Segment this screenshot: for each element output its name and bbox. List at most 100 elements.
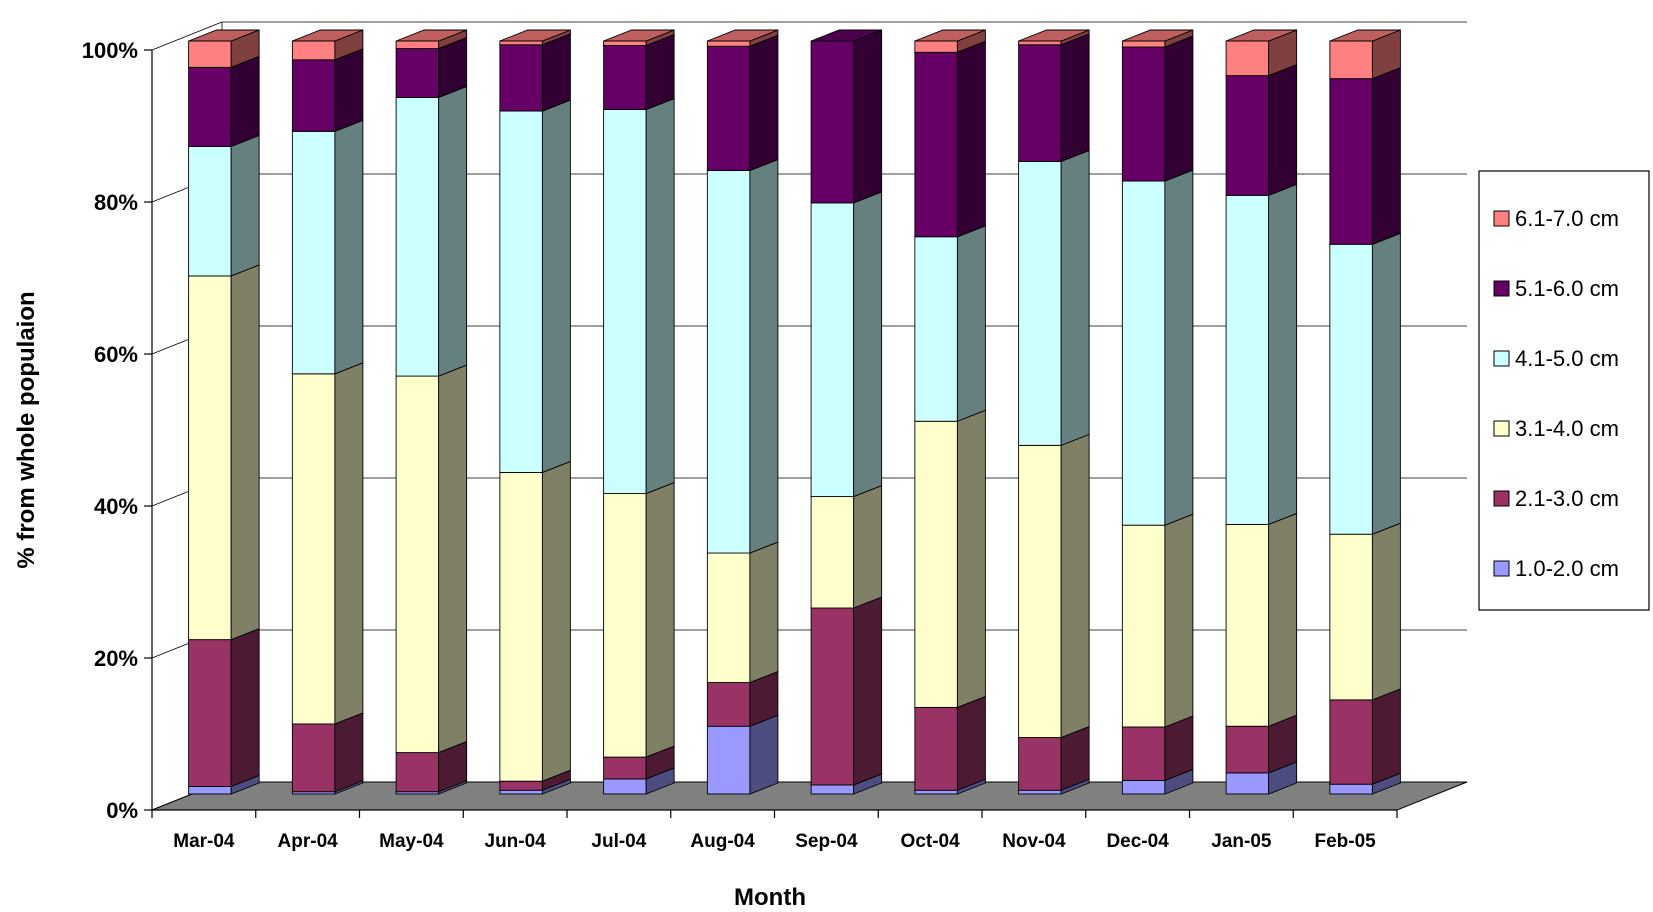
bar-segment-side bbox=[1060, 33, 1090, 163]
bar-segment: 4.1-5.0 cm Mar-04: 17.2% bbox=[188, 145, 232, 277]
bar-segment: 6.1-7.0 cm Feb-05: 5% bbox=[1329, 40, 1373, 80]
gridline-side bbox=[151, 21, 223, 51]
bar-segment-side bbox=[749, 714, 779, 795]
bar-segment-side bbox=[749, 541, 779, 684]
bar-top bbox=[188, 29, 260, 42]
legend-swatch bbox=[1493, 560, 1510, 577]
bar-segment: 6.1-7.0 cm Dec-04: 0.8% bbox=[1121, 40, 1166, 48]
bar-segment: 2.1-3.0 cm May-04: 5.2% bbox=[395, 752, 440, 793]
bar-segment: 5.1-6.0 cm Sep-04: 21.5% bbox=[810, 40, 855, 204]
bar-segment-side bbox=[230, 264, 260, 641]
bar-segment: 3.1-4.0 cm Apr-04: 46.5% bbox=[291, 373, 336, 725]
y-tick-labels: 0% 20% 40% 60% 80% 100% bbox=[82, 38, 138, 823]
x-tick-label: Aug-04 bbox=[690, 831, 755, 852]
bar-segment: 2.1-3.0 cm Sep-04: 23.5% bbox=[810, 607, 855, 786]
bar-segment-side bbox=[853, 596, 883, 786]
bar-segment: 6.1-7.0 cm Jul-04: 0.6% bbox=[603, 40, 647, 46]
bar-segment: 6.1-7.0 cm May-04: 1% bbox=[395, 40, 440, 49]
bar-segment: 6.1-7.0 cm Jun-04: 0.5% bbox=[499, 40, 543, 46]
bar-segment-side bbox=[541, 460, 571, 782]
bar-segment: 2.1-3.0 cm Feb-05: 11.2% bbox=[1329, 699, 1373, 785]
x-tick-label: Jan-05 bbox=[1211, 831, 1272, 852]
bar-segment: 5.1-6.0 cm Jul-04: 8.5% bbox=[603, 45, 647, 110]
bar-segment: 2.1-3.0 cm Aug-04: 5.8% bbox=[706, 682, 751, 727]
bar-segment: 4.1-5.0 cm Apr-04: 32.2% bbox=[291, 130, 336, 375]
y-tick-label: 100% bbox=[82, 38, 138, 63]
chart-axes bbox=[144, 49, 1398, 818]
bar-segment: 5.1-6.0 cm Jan-05: 15.9% bbox=[1225, 75, 1270, 196]
bar-segment-side bbox=[956, 409, 986, 709]
bar-segment: 3.1-4.0 cm Jun-04: 41% bbox=[499, 472, 543, 782]
bar-segment: 5.1-6.0 cm Mar-04: 10.5% bbox=[188, 66, 232, 147]
bar-segment: 3.1-4.0 cm Oct-04: 38% bbox=[914, 420, 958, 708]
bar-segment: 6.1-7.0 cm Oct-04: 1.5% bbox=[914, 40, 958, 53]
bar-segment: 1.0-2.0 cm Feb-05: 1.3% bbox=[1329, 783, 1373, 795]
legend-swatch bbox=[1493, 280, 1510, 297]
bar-segment: 5.1-6.0 cm Feb-05: 22% bbox=[1329, 78, 1373, 245]
bar-Jul-04: 1.0-2.0 cm Jul-04: 2%2.1-3.0 cm Jul-04: … bbox=[603, 29, 675, 795]
bar-segment: 1.0-2.0 cm Nov-04: 0.5% bbox=[1018, 789, 1062, 795]
bar-segment-side bbox=[1268, 63, 1298, 197]
legend-label: 1.0-2.0 cm bbox=[1515, 556, 1619, 581]
bar-Dec-04: 1.0-2.0 cm Dec-04: 1.8%2.1-3.0 cm Dec-04… bbox=[1121, 29, 1194, 795]
bar-segment-side bbox=[1268, 183, 1298, 526]
legend-box bbox=[1478, 170, 1650, 611]
bar-segment: 1.0-2.0 cm Aug-04: 9% bbox=[706, 725, 751, 795]
legend-label: 4.1-5.0 cm bbox=[1515, 346, 1619, 371]
bar-segment-side bbox=[541, 99, 571, 474]
x-tick-label: Apr-04 bbox=[278, 831, 339, 852]
bar-segment: 4.1-5.0 cm Jan-05: 43.7% bbox=[1225, 194, 1270, 525]
bar-Sep-04: 1.0-2.0 cm Sep-04: 1.2%2.1-3.0 cm Sep-04… bbox=[810, 29, 883, 795]
bar-top bbox=[707, 29, 779, 42]
bar-segment-side bbox=[956, 225, 986, 422]
bar-segment: 3.1-4.0 cm Mar-04: 48.3% bbox=[188, 275, 232, 641]
bar-segment-side bbox=[1371, 522, 1401, 701]
bar-segment: 3.1-4.0 cm Nov-04: 38.8% bbox=[1018, 444, 1062, 738]
bar-top bbox=[810, 29, 882, 42]
bar-segment: 1.0-2.0 cm Dec-04: 1.8% bbox=[1121, 779, 1166, 795]
legend-label: 6.1-7.0 cm bbox=[1515, 206, 1619, 231]
bar-segment: 2.1-3.0 cm Jun-04: 1.2% bbox=[499, 780, 543, 791]
legend-label: 5.1-6.0 cm bbox=[1515, 276, 1619, 301]
bar-segment: 1.0-2.0 cm Jul-04: 2% bbox=[603, 778, 647, 795]
bar-segment-side bbox=[645, 97, 675, 495]
bar-segment: 5.1-6.0 cm Apr-04: 9.5% bbox=[291, 59, 336, 132]
bar-segment-side bbox=[1060, 433, 1090, 739]
bar-top bbox=[1122, 29, 1194, 42]
chart-legend: 6.1-7.0 cm 5.1-6.0 cm 4.1-5.0 cm 3.1-4.0 cm… bbox=[1478, 170, 1650, 611]
bar-segment: 3.1-4.0 cm May-04: 50% bbox=[395, 375, 440, 754]
bar-segment: 1.0-2.0 cm Jan-05: 2.8% bbox=[1225, 772, 1270, 795]
legend-label: 3.1-4.0 cm bbox=[1515, 416, 1619, 441]
x-tick-label: May-04 bbox=[379, 831, 444, 852]
x-tick-label: Jun-04 bbox=[485, 831, 547, 852]
x-tick-label: Feb-05 bbox=[1315, 831, 1377, 852]
bar-segment: 3.1-4.0 cm Feb-05: 22% bbox=[1329, 533, 1373, 701]
x-tick-label: Oct-04 bbox=[901, 831, 961, 852]
bar-top bbox=[292, 29, 364, 42]
y-tick-label: 20% bbox=[94, 646, 138, 671]
y-tick-label: 0% bbox=[106, 798, 138, 823]
y-tick-label: 40% bbox=[94, 494, 138, 519]
bar-segment: 4.1-5.0 cm Jun-04: 48% bbox=[499, 110, 543, 473]
bar-top bbox=[603, 29, 675, 42]
bar-segment-side bbox=[1164, 169, 1194, 526]
bar-segment: 2.1-3.0 cm Mar-04: 19.5% bbox=[188, 639, 232, 787]
bar-May-04: 1.0-2.0 cm May-04: 0.3%2.1-3.0 cm May-04… bbox=[395, 29, 468, 795]
bar-segment: 5.1-6.0 cm Jun-04: 8.8% bbox=[499, 44, 543, 112]
bar-Feb-05: 1.0-2.0 cm Feb-05: 1.3%2.1-3.0 cm Feb-05… bbox=[1329, 29, 1401, 795]
bar-segment: 2.1-3.0 cm Dec-04: 7.1% bbox=[1121, 726, 1166, 781]
x-tick-label: Jul-04 bbox=[591, 831, 646, 852]
bar-Jun-04: 1.0-2.0 cm Jun-04: 0.5%2.1-3.0 cm Jun-04… bbox=[499, 29, 571, 795]
bar-segment-side bbox=[230, 134, 260, 277]
y-tick-label: 80% bbox=[94, 190, 138, 215]
bar-segment-side bbox=[1371, 688, 1401, 785]
bar-segment: 6.1-7.0 cm Aug-04: 0.7% bbox=[706, 40, 751, 47]
bar-segment: 4.1-5.0 cm Nov-04: 37.7% bbox=[1018, 161, 1062, 446]
bar-segment-side bbox=[853, 484, 883, 609]
bar-segment: 2.1-3.0 cm Apr-04: 9% bbox=[291, 723, 336, 793]
bar-Aug-04: 1.0-2.0 cm Aug-04: 9%2.1-3.0 cm Aug-04: … bbox=[706, 29, 779, 795]
bar-segment: 5.1-6.0 cm Nov-04: 15.5% bbox=[1018, 44, 1062, 162]
bar-segment-side bbox=[438, 85, 468, 377]
bar-segment: 4.1-5.0 cm May-04: 37% bbox=[395, 97, 440, 377]
bar-segment-side bbox=[438, 364, 468, 754]
